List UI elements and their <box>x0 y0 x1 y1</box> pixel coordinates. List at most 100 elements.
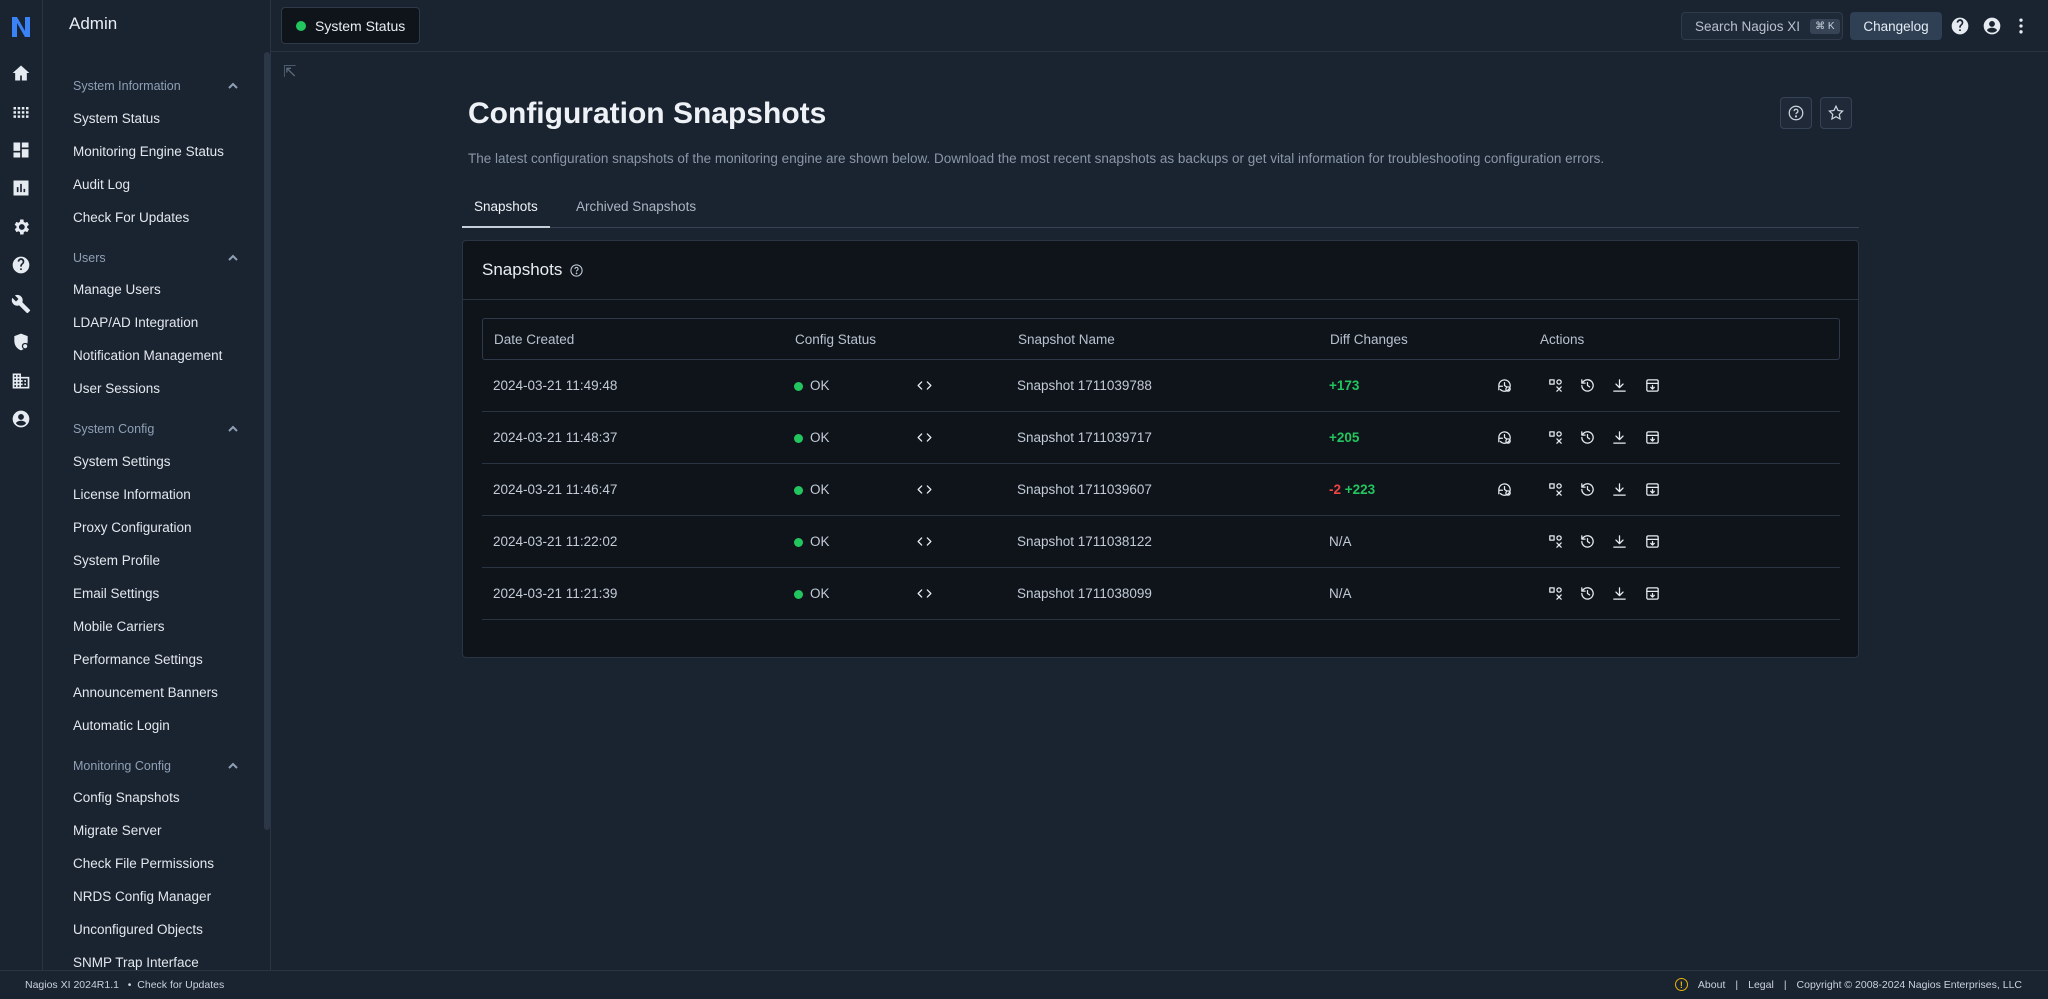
favorite-button[interactable] <box>1820 97 1852 129</box>
date-created: 2024-03-21 11:46:47 <box>493 482 618 497</box>
sidebar-item-ldap-ad-integration[interactable]: LDAP/AD Integration <box>73 315 199 330</box>
tab-archived-snapshots[interactable]: Archived Snapshots <box>576 199 697 214</box>
legal-link[interactable]: Legal <box>1748 978 1774 991</box>
apply-config-icon[interactable] <box>1545 375 1565 395</box>
col-diff-changes[interactable]: Diff Changes <box>1330 332 1408 347</box>
gear-icon[interactable] <box>10 216 32 238</box>
archive-icon[interactable] <box>1642 479 1662 499</box>
archive-icon[interactable] <box>1642 427 1662 447</box>
dashboard-icon[interactable] <box>10 139 32 161</box>
sidebar-item-performance-settings[interactable]: Performance Settings <box>73 652 203 667</box>
view-config-code-icon[interactable] <box>914 479 934 499</box>
page-help-button[interactable] <box>1780 97 1812 129</box>
table-row: 2024-03-21 11:48:37 OK Snapshot 17110397… <box>482 412 1840 464</box>
security-shield-icon[interactable] <box>10 331 32 353</box>
footer-right: ! About | Legal | Copyright © 2008-2024 … <box>1674 978 2022 991</box>
sidebar-item-system-status[interactable]: System Status <box>73 111 161 126</box>
sidebar-item-monitoring-engine-status[interactable]: Monitoring Engine Status <box>73 144 224 159</box>
sidebar-item-manage-users[interactable]: Manage Users <box>73 282 161 297</box>
admin-sidebar: Admin System Information System Status M… <box>43 0 271 970</box>
sidebar-item-check-file-permissions[interactable]: Check File Permissions <box>73 856 215 871</box>
view-diff-history-icon[interactable] <box>1494 479 1514 499</box>
about-link[interactable]: About <box>1697 978 1726 991</box>
sidebar-item-nrds-config-manager[interactable]: NRDS Config Manager <box>73 889 212 904</box>
sidebar-item-system-profile[interactable]: System Profile <box>73 553 161 568</box>
sidebar-item-unconfigured-objects[interactable]: Unconfigured Objects <box>73 922 203 937</box>
restore-icon[interactable] <box>1577 531 1597 551</box>
restore-icon[interactable] <box>1577 427 1597 447</box>
restore-icon[interactable] <box>1577 583 1597 603</box>
archive-icon[interactable] <box>1642 531 1662 551</box>
sidebar-item-notification-management[interactable]: Notification Management <box>73 348 223 363</box>
view-diff-history-icon[interactable] <box>1494 375 1514 395</box>
page-title: Configuration Snapshots <box>468 97 827 130</box>
apply-config-icon[interactable] <box>1545 583 1565 603</box>
system-status-button[interactable]: System Status <box>281 7 421 44</box>
download-icon[interactable] <box>1609 427 1629 447</box>
view-config-code-icon[interactable] <box>914 427 934 447</box>
config-status: OK <box>794 534 830 549</box>
status-ok-icon <box>794 589 803 599</box>
apps-grid-icon[interactable] <box>10 101 32 123</box>
collapse-sidebar-icon[interactable]: ⇱ <box>283 64 297 81</box>
archive-icon[interactable] <box>1642 375 1662 395</box>
chevron-up-icon <box>228 254 238 261</box>
user-account-icon[interactable] <box>10 408 32 430</box>
home-icon[interactable] <box>10 62 32 84</box>
info-help-icon[interactable] <box>569 263 584 278</box>
archive-icon[interactable] <box>1642 583 1662 603</box>
sidebar-item-mobile-carriers[interactable]: Mobile Carriers <box>73 619 165 634</box>
sidebar-title: Admin <box>69 14 118 33</box>
restore-icon[interactable] <box>1577 375 1597 395</box>
check-for-updates-link[interactable]: Check for Updates <box>137 979 225 991</box>
section-monitoring-config[interactable]: Monitoring Config <box>73 759 239 773</box>
table-header: Date Created Config Status Snapshot Name… <box>482 318 1840 360</box>
sidebar-item-announcement-banners[interactable]: Announcement Banners <box>73 685 218 700</box>
apply-config-icon[interactable] <box>1545 531 1565 551</box>
snapshot-name: Snapshot 1711038122 <box>1017 534 1152 549</box>
top-bar: System Status Search Nagios XI ⌘ K Chang… <box>271 0 2048 52</box>
col-config-status[interactable]: Config Status <box>795 332 877 347</box>
sidebar-item-snmp-trap-interface[interactable]: SNMP Trap Interface <box>73 955 199 970</box>
wrench-icon[interactable] <box>10 293 32 315</box>
sidebar-item-config-snapshots[interactable]: Config Snapshots <box>73 790 180 805</box>
section-system-config[interactable]: System Config <box>73 422 239 436</box>
sidebar-item-automatic-login[interactable]: Automatic Login <box>73 718 170 733</box>
sidebar-scrollbar[interactable] <box>264 52 270 830</box>
download-icon[interactable] <box>1609 531 1629 551</box>
section-users[interactable]: Users <box>73 251 239 265</box>
user-profile-icon[interactable] <box>1981 15 2003 37</box>
sidebar-item-email-settings[interactable]: Email Settings <box>73 586 160 601</box>
nagios-logo-icon[interactable] <box>9 14 33 40</box>
sidebar-item-license-information[interactable]: License Information <box>73 487 191 502</box>
help-circle-icon[interactable] <box>10 254 32 276</box>
search-button[interactable]: Search Nagios XI ⌘ K <box>1681 12 1843 40</box>
view-config-code-icon[interactable] <box>914 375 934 395</box>
restore-icon[interactable] <box>1577 479 1597 499</box>
help-icon[interactable] <box>1949 15 1971 37</box>
changelog-button[interactable]: Changelog <box>1850 12 1942 40</box>
section-system-information[interactable]: System Information <box>73 79 239 93</box>
download-icon[interactable] <box>1609 375 1629 395</box>
tab-snapshots[interactable]: Snapshots <box>462 192 550 228</box>
sidebar-item-system-settings[interactable]: System Settings <box>73 454 171 469</box>
view-diff-history-icon[interactable] <box>1494 427 1514 447</box>
col-snapshot-name[interactable]: Snapshot Name <box>1018 332 1115 347</box>
view-config-code-icon[interactable] <box>914 583 934 603</box>
col-date-created[interactable]: Date Created <box>494 332 575 347</box>
warning-icon[interactable]: ! <box>1674 978 1688 991</box>
more-vertical-icon[interactable] <box>2010 15 2032 37</box>
sidebar-item-user-sessions[interactable]: User Sessions <box>73 381 161 396</box>
download-icon[interactable] <box>1609 479 1629 499</box>
reports-chart-icon[interactable] <box>10 177 32 199</box>
building-icon[interactable] <box>10 370 32 392</box>
apply-config-icon[interactable] <box>1545 427 1565 447</box>
sidebar-item-migrate-server[interactable]: Migrate Server <box>73 823 162 838</box>
apply-config-icon[interactable] <box>1545 479 1565 499</box>
table-row: 2024-03-21 11:49:48 OK Snapshot 17110397… <box>482 360 1840 412</box>
sidebar-item-check-for-updates[interactable]: Check For Updates <box>73 210 190 225</box>
view-config-code-icon[interactable] <box>914 531 934 551</box>
download-icon[interactable] <box>1609 583 1629 603</box>
sidebar-item-audit-log[interactable]: Audit Log <box>73 177 131 192</box>
sidebar-item-proxy-configuration[interactable]: Proxy Configuration <box>73 520 192 535</box>
